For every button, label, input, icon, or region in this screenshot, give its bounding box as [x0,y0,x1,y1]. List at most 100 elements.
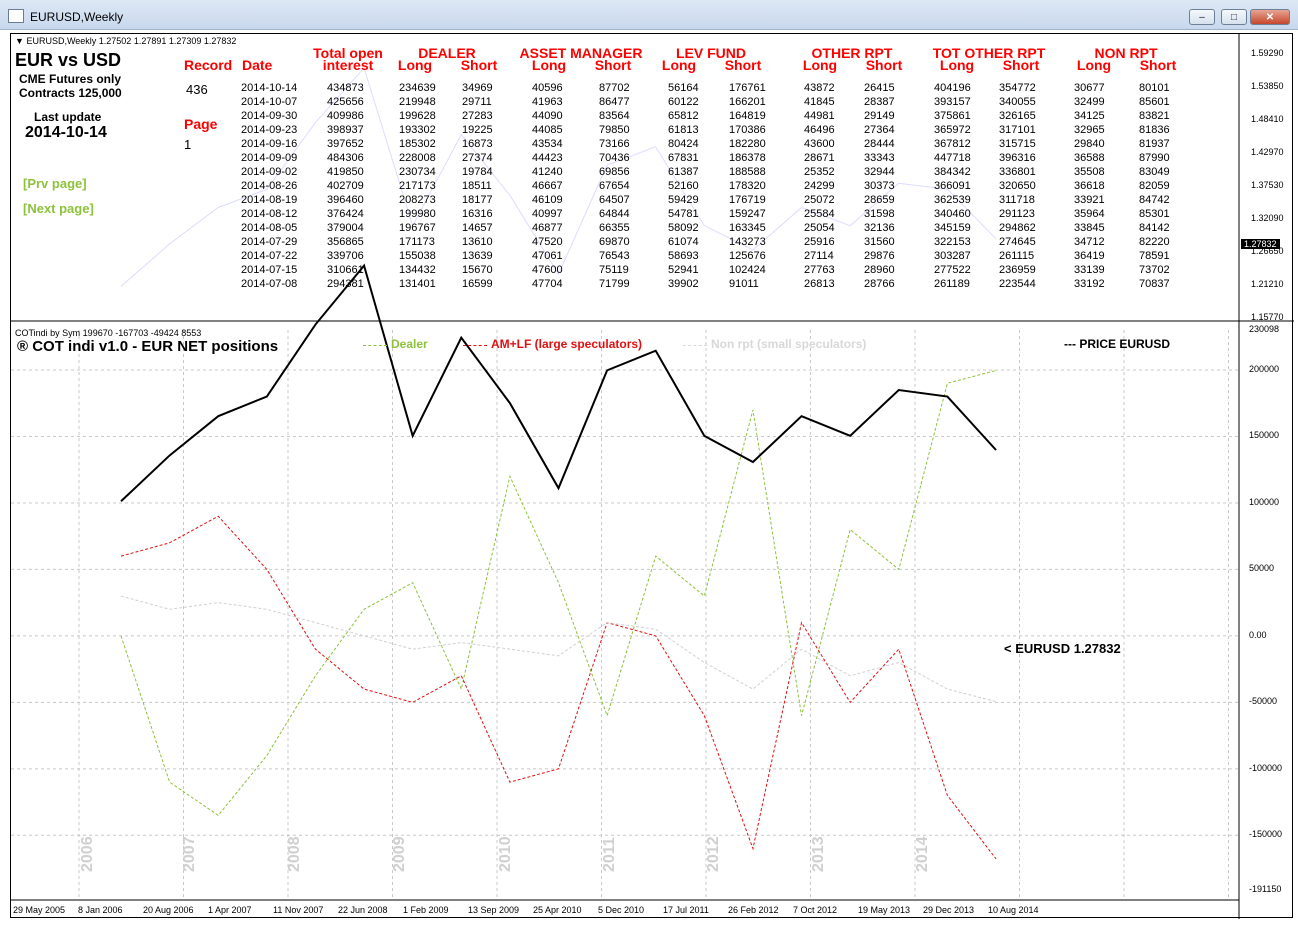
price-tick: 1.48410 [1251,114,1284,124]
table-cell: 159247 [729,208,766,220]
table-cell: 261189 [934,278,970,290]
table-cell: 69856 [599,166,630,178]
table-cell: 365972 [934,124,971,136]
table-cell: 76543 [599,250,630,262]
table-cell: 393157 [934,96,971,108]
close-button[interactable]: ✕ [1250,9,1290,25]
group-header: DEALER [418,45,476,61]
chart-canvas[interactable] [11,34,1294,919]
sub-header: Short [1139,57,1177,73]
table-cell: 18511 [462,180,492,192]
table-cell: 26415 [864,82,895,94]
dropdown-arrow-icon[interactable]: ▼ [15,36,24,46]
table-cell: 303287 [934,250,971,262]
record-value: 436 [186,82,208,97]
table-cell: 182280 [729,138,766,150]
table-cell: 41845 [804,96,835,108]
table-cell: 44423 [532,152,563,164]
table-cell: 19784 [462,166,493,178]
table-cell: 25072 [804,194,835,206]
time-tick: 26 Feb 2012 [728,905,779,915]
table-cell: 336801 [999,166,1036,178]
table-cell: 58693 [668,250,699,262]
minimize-button[interactable]: – [1189,9,1215,25]
prev-page-link[interactable]: [Prv page] [23,176,87,191]
table-cell: 199628 [399,110,436,122]
table-cell: 384342 [934,166,971,178]
maximize-button[interactable]: □ [1221,9,1247,25]
table-cell: 15670 [462,264,493,276]
table-cell: 376424 [327,208,364,220]
table-cell: 43600 [804,138,835,150]
series-line-dealer [120,369,997,817]
table-cell: 2014-08-05 [241,222,298,234]
table-cell: 28671 [804,152,835,164]
table-cell: 31598 [864,208,895,220]
table-cell: 26813 [804,278,835,290]
table-cell: 28444 [864,138,895,150]
legend-swatch [463,345,487,346]
next-page-link[interactable]: [Next page] [23,201,94,216]
table-cell: 31560 [864,236,895,248]
time-tick: 5 Dec 2010 [598,905,645,915]
net-tick: -150000 [1249,829,1283,840]
table-cell: 44090 [532,110,563,122]
table-cell: 25352 [804,166,835,178]
table-cell: 16316 [462,208,493,220]
table-cell: 16873 [462,138,493,150]
sub-header: Short [724,57,762,73]
time-tick: 22 Jun 2008 [338,905,388,915]
net-tick: 100000 [1249,496,1280,507]
indicator-header: COTindi by Sym 199670 -167703 -49424 855… [15,328,202,338]
table-cell: 83564 [599,110,630,122]
table-cell: 396460 [327,194,364,206]
table-cell: 27374 [462,152,493,164]
table-cell: 219948 [399,96,436,108]
table-cell: 87702 [599,82,630,94]
year-watermark: 2008 [286,836,303,872]
table-cell: 59429 [668,194,699,206]
date-label: Date [242,57,273,73]
table-cell: 61074 [668,236,699,248]
table-cell: 2014-10-07 [241,96,298,108]
table-cell: 28659 [864,194,895,206]
table-cell: 33139 [1074,264,1105,276]
table-cell: 291123 [999,208,1035,220]
table-cell: 14657 [462,222,493,234]
sub-header: Short [460,57,498,73]
table-cell: 32965 [1074,124,1105,136]
table-cell: 2014-09-16 [241,138,298,150]
sub-header: Short [594,57,632,73]
group-header: OTHER RPT [811,45,893,61]
table-cell: 34969 [462,82,493,94]
table-cell: 2014-09-09 [241,152,298,164]
time-tick: 7 Oct 2012 [793,905,838,915]
year-watermark: 2006 [79,836,96,872]
net-tick: 50000 [1249,563,1275,574]
net-tick: 200000 [1249,364,1280,374]
table-cell: 41963 [532,96,563,108]
price-tick: 1.37530 [1251,180,1284,190]
window-title: EURUSD,Weekly [30,10,124,24]
pair-title: EUR vs USD [15,50,122,70]
table-cell: 36618 [1074,180,1105,192]
table-cell: 320650 [999,180,1036,192]
table-cell: 2014-09-23 [241,124,298,136]
table-cell: 223544 [999,278,1036,290]
table-cell: 397652 [327,138,364,150]
table-cell: 16599 [462,278,493,290]
table-cell: 398937 [327,124,364,136]
table-cell: 47520 [532,236,563,248]
table-cell: 34712 [1074,236,1105,248]
table-cell: 32499 [1074,96,1105,108]
table-cell: 61387 [668,166,699,178]
year-watermark: 2013 [810,836,827,872]
contract-size-label: Contracts 125,000 [19,86,122,100]
time-tick: 1 Apr 2007 [208,905,252,915]
table-cell: 339706 [327,250,364,262]
table-cell: 404196 [934,82,971,94]
chart-window[interactable]: ▼ EURUSD,Weekly 1.27502 1.27891 1.27309 … [10,33,1294,919]
price-tick: 1.32090 [1251,213,1284,223]
series-line-am+lf [120,515,997,860]
legend-label: Non rpt (small speculators) [711,337,867,351]
